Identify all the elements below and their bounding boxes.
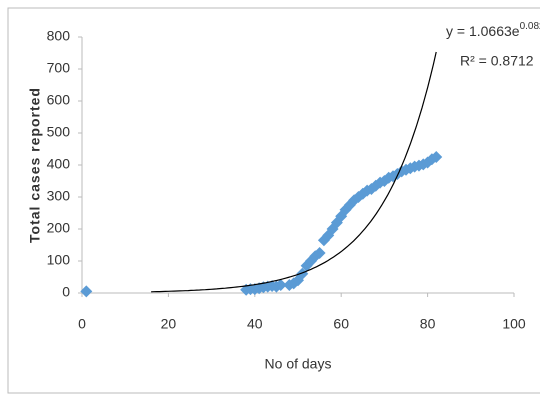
data-point xyxy=(313,247,326,259)
data-point xyxy=(430,151,443,163)
x-axis-title: No of days xyxy=(265,356,332,372)
y-tick-label: 200 xyxy=(47,220,71,236)
chart-frame xyxy=(7,7,540,394)
trendline xyxy=(151,51,437,293)
x-tick-label: 60 xyxy=(333,316,349,332)
r-squared: R² = 0.8712 xyxy=(460,53,534,69)
x-tick-label: 20 xyxy=(161,316,177,332)
x-tick-label: 0 xyxy=(78,316,86,332)
equation-exponent: 0.08x xyxy=(520,21,540,32)
y-tick-label: 500 xyxy=(47,124,71,140)
y-tick-label: 100 xyxy=(47,252,71,268)
y-tick-label: 600 xyxy=(47,92,71,108)
x-tick-label: 100 xyxy=(502,316,526,332)
x-tick-label: 40 xyxy=(247,316,263,332)
trend-equation: y = 1.0663e0.08x xyxy=(446,21,540,39)
y-tick-label: 0 xyxy=(62,284,70,300)
y-tick-label: 400 xyxy=(47,156,71,172)
y-tick-label: 800 xyxy=(47,28,71,44)
data-point xyxy=(309,250,322,263)
data-point xyxy=(80,285,93,298)
y-axis-title: Total cases reported xyxy=(27,87,43,243)
y-tick-label: 300 xyxy=(47,188,71,204)
data-point xyxy=(274,279,287,291)
equation-base: y = 1.0663e xyxy=(446,23,520,39)
x-tick-label: 80 xyxy=(420,316,436,332)
y-tick-label: 700 xyxy=(47,60,71,76)
data-point xyxy=(296,267,309,280)
